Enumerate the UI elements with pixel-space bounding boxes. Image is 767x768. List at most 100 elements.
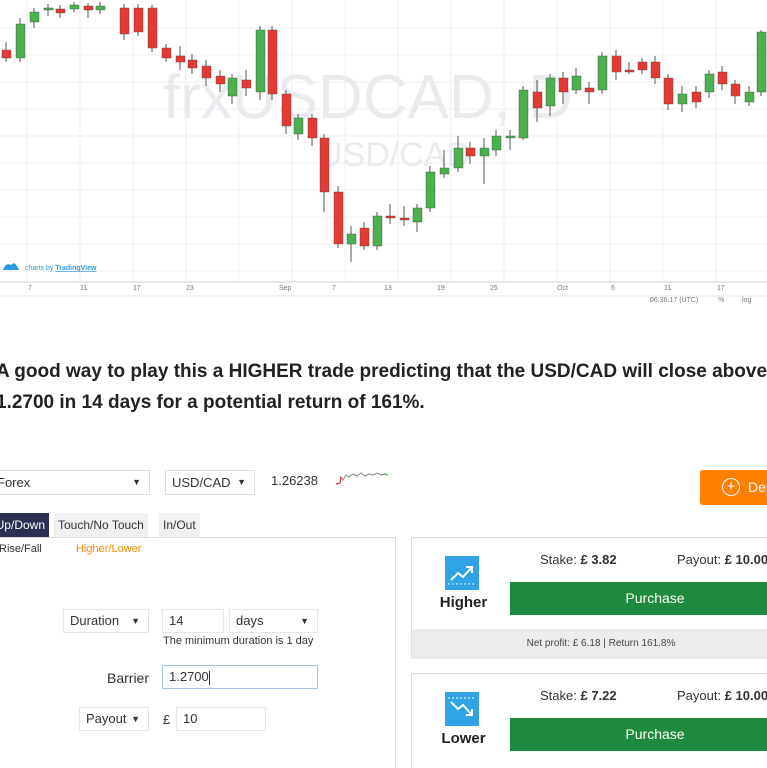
chevron-down-icon: ▼ [132, 477, 141, 487]
purchase-higher-button[interactable]: Purchase [510, 582, 767, 615]
contract-form [0, 537, 396, 768]
candle [227, 74, 238, 104]
candlestick-chart[interactable]: frxUSDCAD, D USD/CAD 7 11 17 23 Sep 7 13 19 25 Oc… [0, 0, 767, 310]
deposit-button[interactable]: + Deposit [700, 470, 767, 505]
tab-up-down[interactable]: Up/Down [0, 513, 49, 537]
stake-label: Stake: [540, 552, 577, 567]
higher-title: Higher [439, 594, 488, 611]
candle [95, 2, 106, 14]
currency-symbol: £ [163, 712, 171, 727]
candle [133, 4, 144, 36]
duration-type-value: Duration [70, 613, 120, 628]
duration-hint: The minimum duration is 1 day [163, 635, 314, 647]
price-sparkline-icon [335, 472, 389, 485]
log-scale-toggle[interactable]: log [742, 297, 751, 304]
candle [465, 142, 476, 164]
x-tick-label: 19 [437, 285, 445, 292]
candle [491, 130, 502, 156]
x-tick-label: 11 [80, 285, 87, 292]
payout-value: £ 10.00 [724, 688, 767, 703]
tab-in-out[interactable]: In/Out [159, 513, 200, 537]
payout-type-value: Payout [86, 711, 127, 726]
headline-line-2: 1.2700 in 14 days for a potential return… [0, 392, 425, 413]
candle [161, 44, 172, 62]
candle [624, 62, 635, 74]
candle [637, 58, 648, 74]
stake-label: Stake: [540, 688, 577, 703]
candle [453, 136, 464, 172]
candle [346, 226, 357, 262]
symbol-select[interactable]: USD/CAD ▼ [165, 470, 255, 495]
deposit-label: Deposit [748, 479, 767, 495]
chart-watermark-pair: USD/CAD [318, 136, 471, 174]
duration-amount-input[interactable]: 14 [162, 609, 224, 633]
candle [69, 2, 80, 12]
candle [584, 82, 595, 104]
tab-touch-no-touch[interactable]: Touch/No Touch [54, 513, 148, 537]
tradingview-credit[interactable]: charts by TradingView [25, 265, 97, 272]
market-category-value: Forex [0, 475, 31, 490]
candle [611, 50, 622, 80]
candle [281, 90, 292, 134]
plus-circle-icon: + [722, 478, 740, 496]
barrier-input[interactable]: 1.2700 [162, 665, 318, 689]
percent-scale-toggle[interactable]: % [718, 297, 724, 304]
x-tick-label: 23 [186, 285, 194, 292]
duration-amount-value: 14 [169, 613, 184, 628]
lower-payout: Payout: £ 10.00 [677, 688, 767, 703]
candles [1, 2, 767, 262]
x-tick-label: 13 [384, 285, 392, 292]
chevron-down-icon: ▼ [131, 714, 140, 724]
chart-grid [0, 0, 767, 282]
candle [663, 74, 674, 110]
market-category-select[interactable]: Forex ▼ [0, 470, 150, 495]
candle [545, 74, 556, 116]
x-tick-label: 7 [28, 285, 32, 292]
candle [372, 212, 383, 250]
subtab-higher-lower[interactable]: Higher/Lower [76, 543, 142, 555]
payout-type-select[interactable]: Payout ▼ [79, 707, 149, 731]
candle [201, 60, 212, 86]
payout-label: Payout: [677, 552, 722, 567]
candle [307, 114, 318, 146]
chevron-down-icon: ▼ [237, 477, 246, 487]
subtab-rise-fall[interactable]: Rise/Fall [0, 543, 42, 555]
candle [15, 18, 26, 62]
candle [1, 42, 12, 62]
higher-payout: Payout: £ 10.00 [677, 552, 767, 567]
duration-unit-select[interactable]: days ▼ [229, 609, 318, 633]
duration-type-select[interactable]: Duration ▼ [63, 609, 149, 633]
candle [119, 4, 130, 40]
purchase-lower-button[interactable]: Purchase [510, 718, 767, 751]
higher-stake: Stake: £ 3.82 [540, 552, 617, 567]
candle [532, 80, 543, 122]
spot-price: 1.26238 [271, 473, 318, 488]
candle [744, 86, 755, 106]
tradingview-logo-icon[interactable] [3, 263, 19, 270]
candle [255, 26, 266, 100]
price-chart[interactable]: frxUSDCAD, D USD/CAD 7 11 17 23 Sep 7 13 19 25 Oc… [0, 0, 767, 310]
x-tick-label: 17 [133, 285, 141, 292]
lower-title: Lower [441, 730, 486, 747]
x-tick-label: 7 [332, 285, 336, 292]
headline-line-1: A good way to play this a HIGHER trade p… [0, 361, 767, 382]
symbol-value: USD/CAD [172, 475, 231, 490]
x-tick-label: Sep [279, 285, 292, 292]
candle [267, 26, 278, 100]
lower-stake: Stake: £ 7.22 [540, 688, 617, 703]
barrier-label: Barrier [107, 670, 150, 686]
candle [175, 46, 186, 70]
candle [439, 150, 450, 178]
candle [558, 72, 569, 104]
amount-input[interactable]: 10 [176, 707, 266, 731]
candle [83, 3, 94, 18]
x-tick-label: 17 [717, 285, 725, 292]
candle [29, 8, 40, 28]
amount-value: 10 [183, 711, 198, 726]
candle [43, 4, 54, 16]
candle [756, 30, 767, 96]
duration-unit-value: days [236, 613, 264, 628]
candle [241, 70, 252, 96]
x-tick-label: 25 [490, 285, 498, 292]
